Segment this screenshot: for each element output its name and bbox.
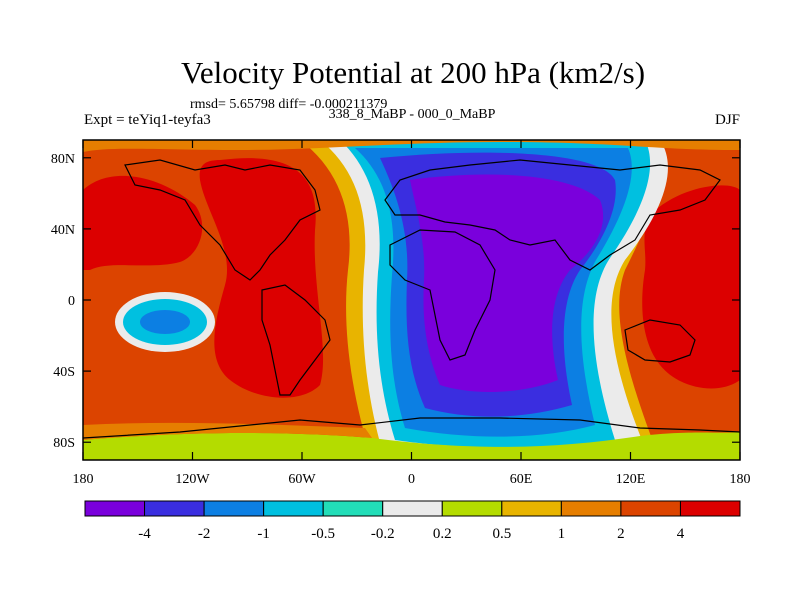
colorbar-label: 0.5 bbox=[492, 526, 511, 542]
colorbar-label: 1 bbox=[558, 526, 566, 542]
x-tick-label: 120W bbox=[175, 472, 210, 487]
y-tick-label: 40S bbox=[53, 365, 75, 380]
colorbar: -4 -2 -1 -0.5 -0.2 0.2 0.5 1 2 4 bbox=[84, 500, 741, 542]
y-tick-label: 80N bbox=[51, 152, 75, 167]
colorbar-swatch bbox=[382, 500, 443, 517]
colorbar-swatch bbox=[441, 500, 503, 517]
contour-field bbox=[83, 140, 740, 460]
contour-south-orange bbox=[83, 422, 372, 440]
y-tick-label: 0 bbox=[68, 294, 75, 309]
contour-north-band bbox=[83, 140, 740, 152]
north-america-outline bbox=[124, 159, 321, 281]
colorbar-swatch bbox=[679, 500, 741, 517]
colorbar-swatch bbox=[501, 500, 562, 517]
y-tick-label: 80S bbox=[53, 436, 75, 451]
x-tick-label: 60E bbox=[510, 472, 533, 487]
africa-outline bbox=[389, 229, 496, 361]
colorbar-label: -0.5 bbox=[311, 526, 335, 542]
y-tick-label: 40N bbox=[51, 223, 75, 238]
contour-max-wpacific bbox=[642, 185, 740, 389]
colorbar-swatch bbox=[144, 500, 205, 517]
contour-max-america bbox=[199, 158, 324, 398]
colorbar-label: -0.2 bbox=[371, 526, 395, 542]
colorbar-swatch bbox=[203, 500, 265, 517]
contour-node-west bbox=[300, 140, 400, 460]
period-difference-label: 338_8_MaBP - 000_0_MaBP bbox=[329, 107, 496, 122]
coastline-overlay bbox=[83, 159, 740, 439]
colorbar-swatch bbox=[560, 500, 622, 517]
australia-outline bbox=[624, 319, 696, 363]
contour-local-min-core bbox=[140, 310, 190, 334]
y-axis: 80N 40N 0 40S 80S bbox=[51, 152, 740, 451]
x-tick-label: 60W bbox=[288, 472, 316, 487]
contour-south-band bbox=[83, 432, 740, 460]
x-tick-label: 180 bbox=[73, 472, 94, 487]
colorbar-swatch bbox=[263, 500, 324, 517]
contour-max-pacific bbox=[83, 175, 203, 270]
eurasia-outline bbox=[384, 159, 721, 271]
colorbar-label: 2 bbox=[617, 526, 625, 542]
x-axis: 180 120W 60W 0 60E 120E 180 bbox=[73, 140, 751, 487]
contour-neg-core bbox=[410, 174, 604, 392]
x-tick-label: 180 bbox=[730, 472, 751, 487]
south-america-outline bbox=[261, 284, 331, 396]
colorbar-label: -2 bbox=[198, 526, 211, 542]
experiment-label: Expt = teYiq1-teyfa3 bbox=[84, 112, 211, 128]
antarctica-outline bbox=[83, 417, 740, 439]
colorbar-swatch bbox=[84, 500, 146, 517]
chart-title: Velocity Potential at 200 hPa (km2/s) bbox=[181, 55, 645, 90]
season-label: DJF bbox=[715, 112, 740, 128]
colorbar-label: -1 bbox=[257, 526, 270, 542]
stats-line: rmsd= 5.65798 diff= -0.000211379 bbox=[190, 97, 387, 112]
x-tick-label: 120E bbox=[616, 472, 646, 487]
colorbar-swatch bbox=[620, 500, 681, 517]
colorbar-label: 4 bbox=[677, 526, 685, 542]
colorbar-swatch bbox=[322, 500, 384, 517]
colorbar-label: -4 bbox=[138, 526, 151, 542]
x-tick-label: 0 bbox=[408, 472, 415, 487]
colorbar-label: 0.2 bbox=[433, 526, 452, 542]
